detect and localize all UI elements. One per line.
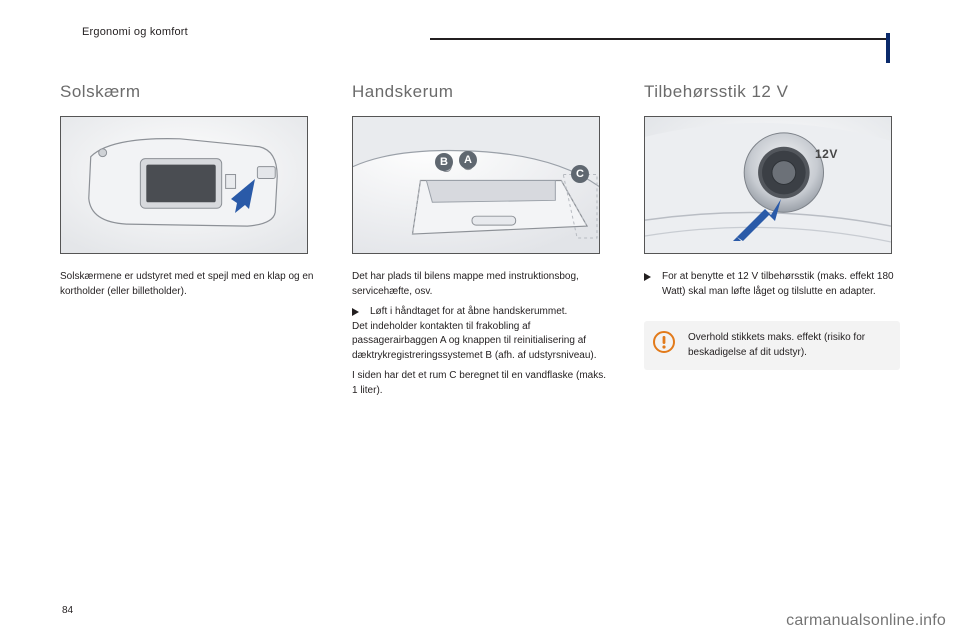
col3-body: For at benytte et 12 V tilbehørsstik (ma… <box>644 270 900 299</box>
warning-box: Overhold stikkets maks. effekt (risiko f… <box>644 321 900 370</box>
col2-after: Det indeholder kontakten til frakobling … <box>352 320 608 364</box>
category-label: Ergonomi og komfort <box>82 26 188 38</box>
col-12v: Tilbehørsstik 12 V <box>644 82 900 404</box>
socket-12v-label: 12V <box>815 147 838 161</box>
col3-list: For at benytte et 12 V tilbehørsstik (ma… <box>644 270 900 299</box>
col1-title: Solskærm <box>60 82 316 102</box>
figure-glovebox: A B C <box>352 116 600 254</box>
col-solskaerm: Solskærm <box>60 82 316 404</box>
col2-body: Det har plads til bilens mappe med instr… <box>352 270 608 404</box>
col2-item1: Løft i håndtaget for at åbne handskerumm… <box>352 305 608 320</box>
header-accent <box>886 33 890 63</box>
watermark: carmanualsonline.info <box>786 612 946 630</box>
glovebox-illustration <box>353 117 599 254</box>
topbar: Ergonomi og komfort <box>0 22 960 54</box>
col-handskerum: Handskerum <box>352 82 608 404</box>
columns: Solskærm <box>60 82 900 404</box>
page-number: 84 <box>62 605 73 616</box>
col2-intro: Det har plads til bilens mappe med instr… <box>352 270 608 299</box>
page: Ergonomi og komfort Solskærm <box>0 0 960 640</box>
col1-body: Solskærmene er udstyret med et spejl med… <box>60 270 316 305</box>
warning-text: Overhold stikkets maks. effekt (risiko f… <box>688 331 888 360</box>
warning-icon <box>650 331 678 353</box>
col3-item1: For at benytte et 12 V tilbehørsstik (ma… <box>644 270 900 299</box>
col2-after2: I siden har det et rum C beregnet til en… <box>352 369 608 398</box>
sun-visor-illustration <box>61 117 307 254</box>
col2-list: Løft i håndtaget for at åbne handskerumm… <box>352 305 608 320</box>
figure-sun-visor <box>60 116 308 254</box>
marker-b: B <box>435 153 453 171</box>
marker-a: A <box>459 151 477 169</box>
pointer-arrow-icon <box>731 195 785 243</box>
header-rule <box>430 38 890 40</box>
figure-12v-socket: 12V <box>644 116 892 254</box>
marker-c: C <box>571 165 589 183</box>
col2-title: Handskerum <box>352 82 608 102</box>
col3-title: Tilbehørsstik 12 V <box>644 82 900 102</box>
col1-body-text: Solskærmene er udstyret med et spejl med… <box>60 270 316 299</box>
pointer-arrow-icon <box>221 177 261 217</box>
